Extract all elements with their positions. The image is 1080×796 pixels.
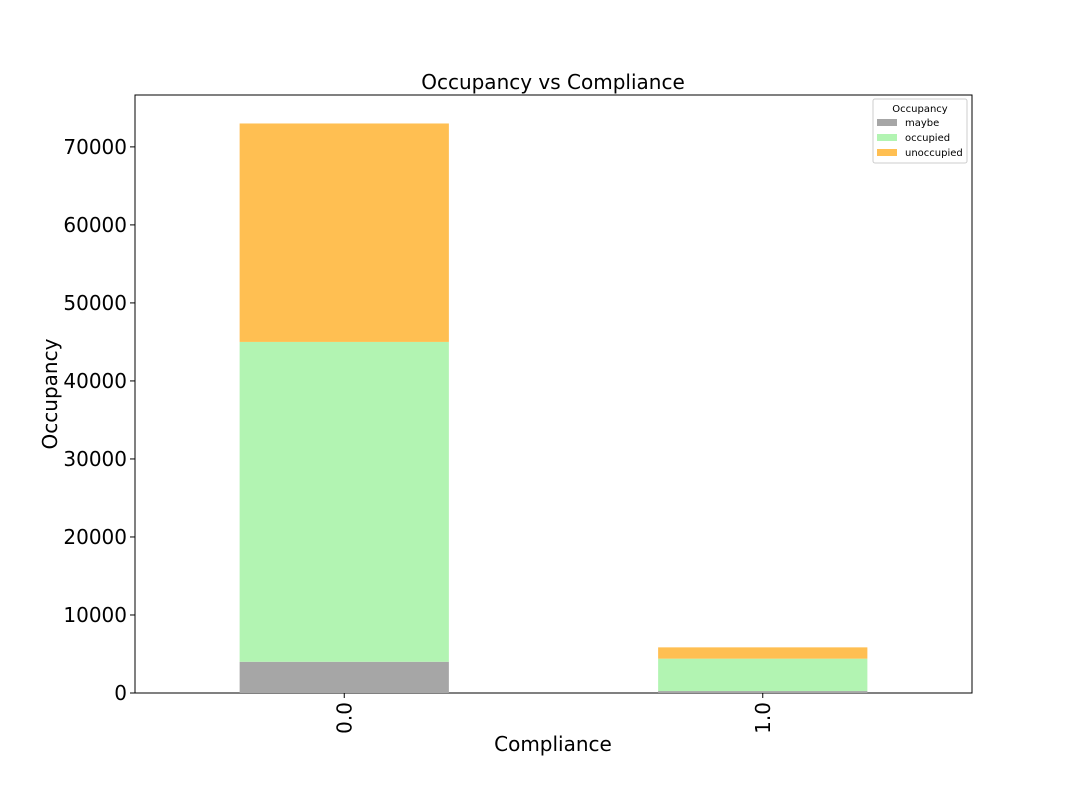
chart-title: Occupancy vs Compliance — [421, 70, 685, 94]
x-axis-label: Compliance — [494, 732, 612, 756]
bars-layer — [239, 123, 868, 693]
bar-occupied-1.0 — [658, 658, 868, 692]
axes-frame — [134, 94, 973, 694]
legend: Occupancy maybe occupied unoccupied — [872, 98, 968, 164]
y-tick-label: 30000 — [63, 447, 127, 471]
plot-area — [134, 94, 973, 694]
legend-swatch-occupied — [877, 134, 897, 141]
bar-unoccupied-1.0 — [658, 647, 868, 659]
legend-swatch-maybe — [877, 119, 897, 126]
legend-label-maybe: maybe — [905, 118, 939, 129]
y-tick-label: 60000 — [63, 213, 127, 237]
bar-unoccupied-0.0 — [239, 123, 449, 342]
legend-frame — [872, 98, 968, 164]
legend-label-occupied: occupied — [905, 133, 950, 144]
y-tick-label: 70000 — [63, 135, 127, 159]
legend-label-unoccupied: unoccupied — [905, 148, 963, 159]
bar-occupied-0.0 — [239, 341, 449, 662]
bar-maybe-1.0 — [658, 691, 868, 693]
y-tick-label: 0 — [114, 681, 127, 705]
x-axis-ticks: 0.0 1.0 — [332, 693, 775, 734]
y-axis-ticks: 0 10000 20000 30000 40000 50000 60000 70000 — [63, 135, 135, 705]
legend-title: Occupancy — [892, 104, 948, 115]
legend-swatch-unoccupied — [877, 149, 897, 156]
y-tick-label: 40000 — [63, 369, 127, 393]
y-axis-label: Occupancy — [38, 338, 62, 449]
y-tick-label: 10000 — [63, 603, 127, 627]
y-tick-label: 20000 — [63, 525, 127, 549]
legend-entries: maybe occupied unoccupied — [877, 118, 963, 159]
y-tick-label: 50000 — [63, 291, 127, 315]
bar-maybe-0.0 — [239, 661, 449, 693]
x-tick-label: 1.0 — [751, 702, 775, 734]
x-tick-label: 0.0 — [332, 702, 356, 734]
